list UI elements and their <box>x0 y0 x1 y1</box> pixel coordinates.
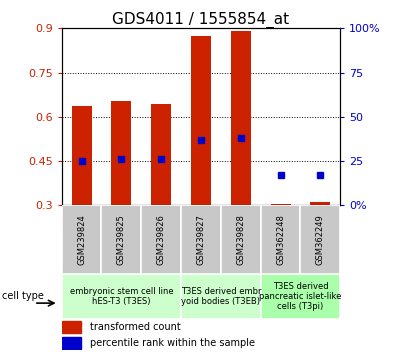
Bar <box>62 274 181 319</box>
Text: embryonic stem cell line
hES-T3 (T3ES): embryonic stem cell line hES-T3 (T3ES) <box>70 287 173 306</box>
Text: GSM239827: GSM239827 <box>197 215 205 265</box>
Bar <box>231 31 251 205</box>
Bar <box>72 107 92 205</box>
Text: GSM239826: GSM239826 <box>157 215 166 265</box>
Bar <box>261 205 300 274</box>
Bar <box>181 274 261 319</box>
Bar <box>151 104 171 205</box>
Text: cell type: cell type <box>2 291 44 302</box>
Bar <box>261 274 340 319</box>
Bar <box>191 36 211 205</box>
Text: T3ES derived
pancreatic islet-like
cells (T3pi): T3ES derived pancreatic islet-like cells… <box>259 281 341 312</box>
Bar <box>62 321 81 333</box>
Text: T3ES derived embr
yoid bodies (T3EB): T3ES derived embr yoid bodies (T3EB) <box>181 287 261 306</box>
Text: GSM362249: GSM362249 <box>316 215 325 265</box>
Text: GSM239825: GSM239825 <box>117 215 126 265</box>
Title: GDS4011 / 1555854_at: GDS4011 / 1555854_at <box>112 12 290 28</box>
Bar <box>181 205 221 274</box>
Bar <box>111 101 131 205</box>
Text: GSM362248: GSM362248 <box>276 215 285 265</box>
Text: GSM239824: GSM239824 <box>77 215 86 265</box>
Bar <box>141 205 181 274</box>
Bar <box>101 205 141 274</box>
Bar <box>271 204 291 205</box>
Text: transformed count: transformed count <box>90 322 181 332</box>
Bar <box>300 205 340 274</box>
Bar <box>62 337 81 349</box>
Bar <box>221 205 261 274</box>
Text: percentile rank within the sample: percentile rank within the sample <box>90 338 256 348</box>
Bar <box>310 202 330 205</box>
Text: GSM239828: GSM239828 <box>236 215 245 265</box>
Bar <box>62 205 101 274</box>
